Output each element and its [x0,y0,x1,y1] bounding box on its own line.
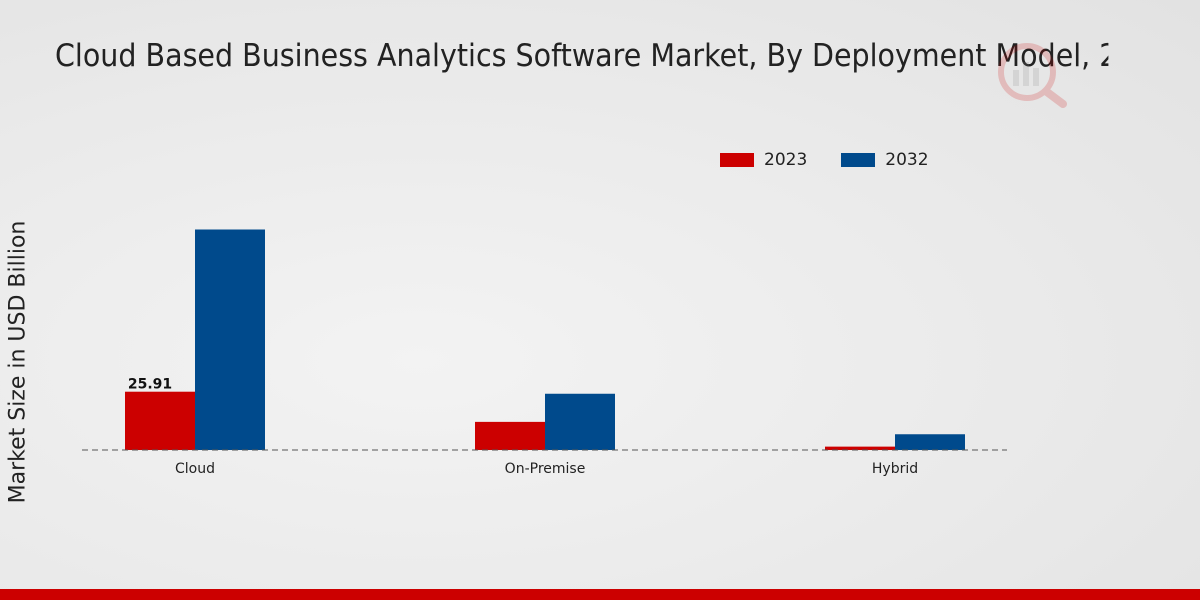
legend-swatch-2032 [841,153,876,167]
bar-2023-hybrid [825,446,895,450]
market-research-logo-icon [998,43,1067,108]
bar-2032-on-premise [545,393,615,450]
bar-2023-cloud [125,391,195,450]
footer-bar [0,589,1200,600]
x-tick-label: Cloud [175,461,215,477]
bar-2032-cloud [195,229,265,450]
bar-2032-hybrid [895,434,965,450]
x-tick-label: Hybrid [872,461,918,477]
legend-item-2032: 2032 [841,150,929,170]
legend-swatch-2023 [720,153,754,167]
bar-2023-on-premise [475,421,545,450]
legend-label-2023: 2023 [764,150,808,170]
legend-item-2023: 2023 [720,150,807,170]
chart-title: Cloud Based Business Analytics Software … [55,38,1108,74]
legend: 2023 2032 [720,150,929,170]
data-label: 25.91 [128,377,172,393]
x-tick-label: On-Premise [505,461,586,477]
legend-label-2032: 2032 [885,150,929,170]
